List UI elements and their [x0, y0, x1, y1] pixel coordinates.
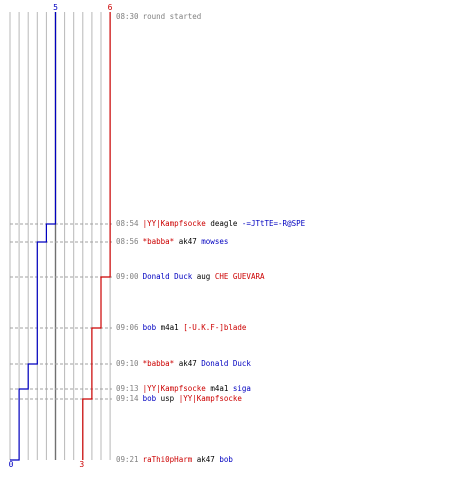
event-connector-lines	[10, 223, 112, 400]
killer-name: raThi0pHarm	[142, 455, 193, 464]
killer-name: |YY|Kampfsocke	[142, 219, 206, 228]
killer-name: |YY|Kampfsocke	[142, 384, 206, 393]
weapon-name: deagle	[210, 219, 238, 228]
red-alive-line	[82, 12, 111, 460]
log-row-kill: 09:14 bob usp |YY|Kampfsocke	[116, 394, 242, 404]
victim-name: -=JTtTE=-R@SPE	[241, 219, 306, 228]
killer-name: bob	[142, 323, 157, 332]
victim-name: bob	[219, 455, 233, 464]
event-time: 08:54	[116, 219, 139, 228]
event-time: 08:30	[116, 12, 139, 21]
killer-name: *babba*	[142, 237, 175, 246]
victim-name: siga	[232, 384, 251, 393]
victim-name: |YY|Kampfsocke	[178, 394, 242, 403]
event-time: 09:13	[116, 384, 139, 393]
weapon-name: ak47	[196, 455, 215, 464]
log-row-kill: 09:13 |YY|Kampfsocke m4a1 siga	[116, 384, 251, 394]
log-row-round-start: 08:30 round started	[116, 12, 205, 22]
alive-step-lines	[10, 12, 111, 461]
red-end-score: 3	[79, 460, 84, 469]
killer-name: *babba*	[142, 359, 175, 368]
log-row-kill: 09:00 Donald Duck aug CHE GUEVARA	[116, 272, 265, 282]
player-grid	[9, 12, 111, 460]
log-row-kill: 09:21 raThi0pHarm ak47 bob	[116, 455, 233, 465]
victim-name: Donald Duck	[201, 359, 251, 368]
event-time: 09:00	[116, 272, 139, 281]
log-row-kill: 09:06 bob m4a1 [-U.K.F-]blade	[116, 323, 246, 333]
weapon-name: m4a1	[160, 323, 179, 332]
victim-name: [-U.K.F-]blade	[183, 323, 247, 332]
event-time: 09:21	[116, 455, 139, 464]
red-start-score: 6	[108, 3, 113, 12]
log-row-kill: 08:56 *babba* ak47 mowses	[116, 237, 228, 247]
killer-name: Donald Duck	[142, 272, 193, 281]
blue-end-score: 0	[9, 460, 14, 469]
weapon-name: ak47	[178, 237, 197, 246]
log-row-kill: 08:54 |YY|Kampfsocke deagle -=JTtTE=-R@SP…	[116, 219, 305, 229]
blue-start-score: 5	[53, 3, 58, 12]
killer-name: bob	[142, 394, 157, 403]
weapon-name: ak47	[178, 359, 197, 368]
weapon-name: m4a1	[210, 384, 229, 393]
event-time: 08:56	[116, 237, 139, 246]
event-time: 09:14	[116, 394, 139, 403]
event-text: round started	[142, 12, 202, 21]
blue-alive-line	[10, 12, 57, 461]
event-time: 09:10	[116, 359, 139, 368]
event-time: 09:06	[116, 323, 139, 332]
weapon-name: usp	[160, 394, 175, 403]
victim-name: mowses	[201, 237, 229, 246]
weapon-name: aug	[196, 272, 211, 281]
victim-name: CHE GUEVARA	[214, 272, 265, 281]
log-row-kill: 09:10 *babba* ak47 Donald Duck	[116, 359, 251, 369]
